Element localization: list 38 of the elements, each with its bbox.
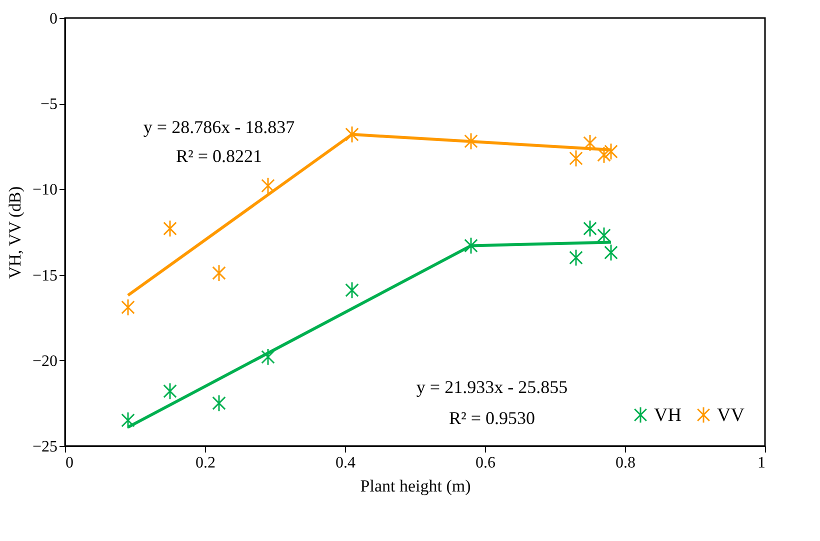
y-axis-title: VH, VV (dB) xyxy=(5,186,24,279)
point xyxy=(583,134,597,152)
point xyxy=(163,220,177,238)
point xyxy=(464,132,478,150)
x-tick-label: 0.6 xyxy=(476,454,496,472)
annotation: R² = 0.9530 xyxy=(448,408,536,428)
annotation: y = 21.933x - 25.855 xyxy=(416,377,568,397)
y-tick-label: −10 xyxy=(32,182,58,199)
point xyxy=(583,220,597,238)
point xyxy=(569,150,583,168)
point xyxy=(261,177,275,194)
point xyxy=(212,394,226,412)
annotation: R² = 0.8221 xyxy=(176,146,262,166)
point xyxy=(212,264,226,282)
point xyxy=(163,382,177,400)
point xyxy=(121,412,135,430)
y-tick-label: −15 xyxy=(32,267,58,284)
point xyxy=(569,248,583,266)
legend-label: VV xyxy=(717,404,745,426)
x-tick-label: 0.2 xyxy=(196,454,216,472)
point xyxy=(464,236,478,254)
y-tick-label: −5 xyxy=(40,96,58,114)
y-tick-label: 0 xyxy=(50,10,58,28)
x-tick-label: 0.8 xyxy=(616,454,636,472)
point xyxy=(597,146,611,164)
legend-label: VH xyxy=(654,404,682,426)
x-tick-label: 1 xyxy=(758,454,766,472)
x-axis-title: Plant height (m) xyxy=(360,476,471,496)
annotation: y = 28.786x - 18.837 xyxy=(143,117,295,137)
y-tick-label: −25 xyxy=(32,438,58,456)
point xyxy=(261,348,275,366)
y-tick-label: −20 xyxy=(32,352,58,370)
point xyxy=(345,126,359,144)
x-tick-label: 0.4 xyxy=(336,454,356,472)
point xyxy=(121,298,135,316)
point xyxy=(345,281,359,299)
x-tick-label: 0 xyxy=(66,454,74,472)
point xyxy=(604,142,618,160)
